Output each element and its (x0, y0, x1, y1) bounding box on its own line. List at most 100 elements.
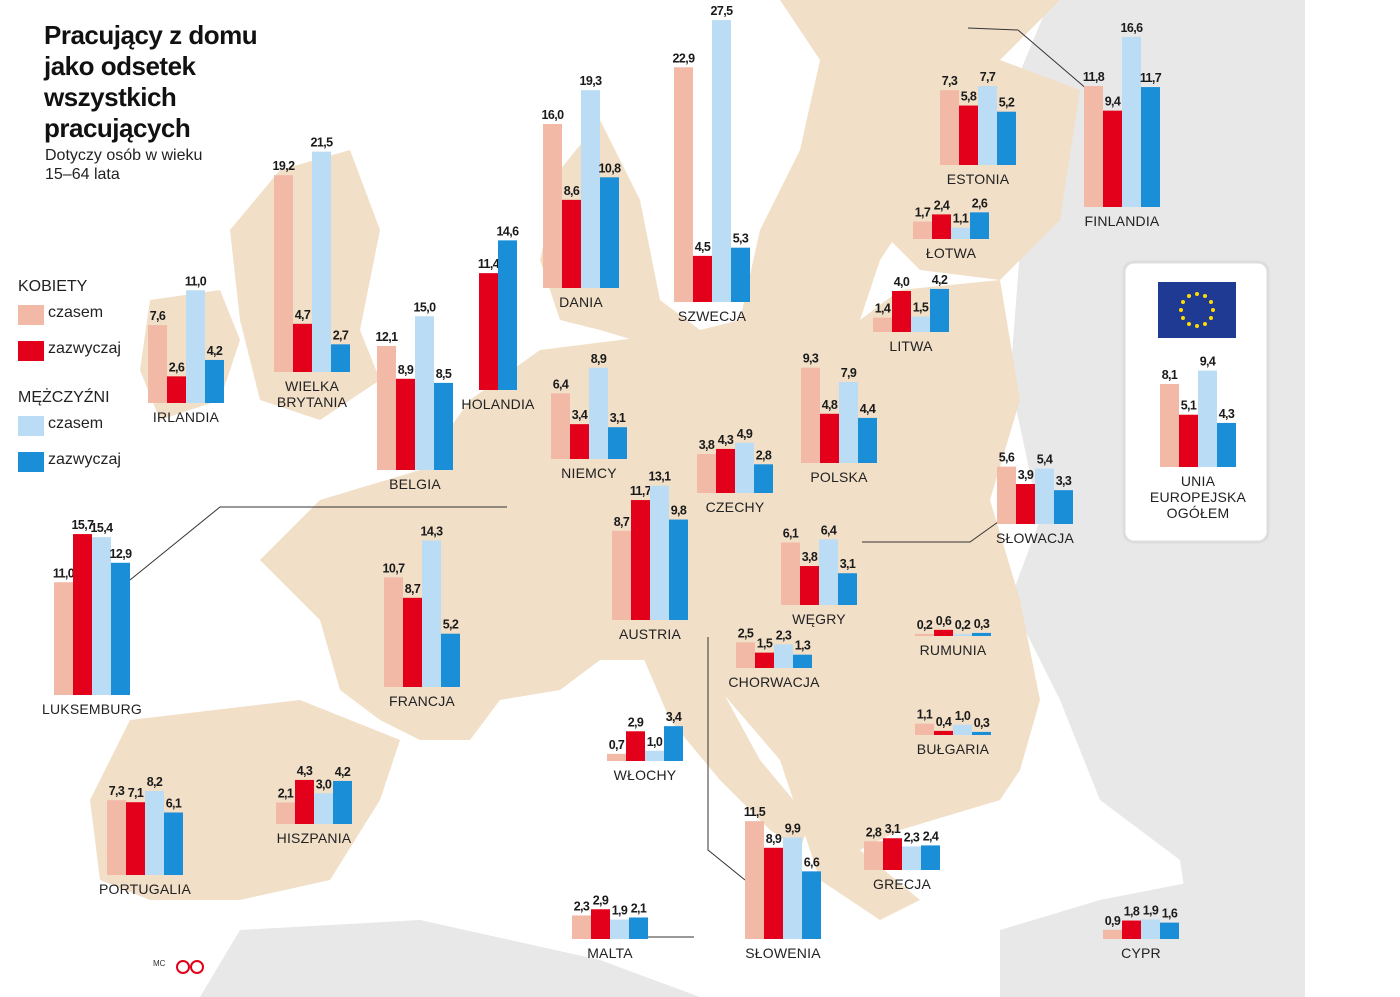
bar (858, 417, 877, 463)
value-label: 11,7 (1140, 71, 1162, 85)
country-label: LITWA (889, 338, 933, 354)
value-label: 1,1 (953, 212, 969, 226)
value-label: 3,8 (802, 550, 818, 564)
value-label: 11,8 (1083, 70, 1105, 84)
bar (167, 376, 186, 403)
bar (441, 633, 460, 687)
value-label: 15,0 (414, 300, 437, 314)
country-label: BELGIA (389, 476, 441, 492)
bar (645, 750, 664, 761)
bar (589, 367, 608, 459)
value-label: 5,2 (443, 618, 459, 632)
bar (864, 841, 883, 870)
value-label: 4,9 (737, 427, 753, 441)
bar (902, 846, 921, 870)
bar (610, 919, 629, 939)
value-label: 2,3 (574, 899, 590, 913)
value-label: 3,4 (666, 710, 682, 724)
value-label: 3,1 (610, 411, 626, 425)
bar (873, 317, 892, 332)
value-label: 7,6 (150, 309, 166, 323)
value-label: 11,7 (630, 484, 652, 498)
country-label: HISZPANIA (276, 830, 352, 846)
value-label: 3,0 (316, 777, 332, 791)
country-label: ŁOTWA (925, 245, 977, 261)
value-label: 14,3 (421, 524, 444, 538)
legend-group: MĘŻCZYŹNI (18, 389, 110, 406)
value-label: 2,5 (738, 626, 754, 640)
africa (200, 920, 700, 997)
bar (612, 530, 631, 620)
value-label: 6,6 (804, 855, 820, 869)
country-label: BUŁGARIA (916, 741, 990, 757)
value-label: 4,8 (822, 398, 838, 412)
bar (54, 582, 73, 695)
value-label: 6,4 (821, 523, 837, 537)
logo (176, 960, 190, 974)
bar (572, 915, 591, 939)
value-label: 3,9 (1018, 468, 1034, 482)
bar (1217, 422, 1236, 467)
country-label: AUSTRIA (618, 626, 682, 642)
value-label: 27,5 (711, 4, 734, 18)
value-label: 7,1 (128, 786, 144, 800)
value-label: 4,4 (860, 402, 876, 416)
bar (396, 378, 415, 470)
value-label: 7,9 (841, 366, 857, 380)
value-label: 22,9 (673, 51, 696, 65)
value-label: 5,1 (1181, 399, 1197, 413)
value-label: 3,1 (840, 557, 856, 571)
bar (600, 177, 619, 288)
country-label: CZECHY (705, 499, 765, 515)
value-label: 8,7 (405, 582, 421, 596)
value-label: 0,3 (974, 617, 990, 631)
bar (1141, 919, 1160, 939)
value-label: 5,8 (961, 90, 977, 104)
country-label: ESTONIA (946, 171, 1010, 187)
value-label: 4,2 (932, 273, 948, 287)
bar (915, 723, 934, 735)
bar (716, 448, 735, 493)
value-label: 2,8 (756, 448, 772, 462)
value-label: 16,0 (542, 108, 565, 122)
bar (972, 632, 991, 636)
country-label: WIELKA BRYTANIA (276, 378, 348, 410)
bar (276, 802, 295, 824)
bar (802, 871, 821, 939)
title: Pracujący z domu jako odsetek wszystkich… (44, 20, 258, 143)
value-label: 0,3 (974, 716, 990, 730)
value-label: 1,9 (612, 904, 628, 918)
bar (107, 800, 126, 875)
bar (913, 221, 932, 239)
bar (145, 790, 164, 875)
bar (295, 779, 314, 824)
value-label: 21,5 (311, 136, 334, 150)
value-label: 11,4 (478, 257, 500, 271)
bar (915, 633, 934, 636)
bar (1035, 468, 1054, 524)
value-label: 8,6 (564, 184, 580, 198)
bar (312, 151, 331, 372)
value-label: 19,3 (580, 74, 603, 88)
bar (754, 464, 773, 493)
bar (607, 753, 626, 761)
bar (384, 577, 403, 687)
value-label: 8,9 (766, 832, 782, 846)
bar (1084, 86, 1103, 207)
value-label: 15,4 (91, 521, 114, 535)
value-label: 1,4 (875, 302, 891, 316)
bar (953, 724, 972, 735)
value-label: 8,1 (1162, 368, 1178, 382)
bar (930, 288, 949, 332)
legend-label: czasem (48, 415, 104, 432)
bar (970, 212, 989, 239)
value-label: 4,2 (207, 344, 223, 358)
bar (940, 90, 959, 165)
bar (422, 540, 441, 687)
leader-line (707, 637, 746, 881)
bar (148, 325, 167, 403)
value-label: 4,5 (695, 240, 711, 254)
bar (331, 344, 350, 372)
bar (997, 111, 1016, 165)
bar (800, 566, 819, 605)
